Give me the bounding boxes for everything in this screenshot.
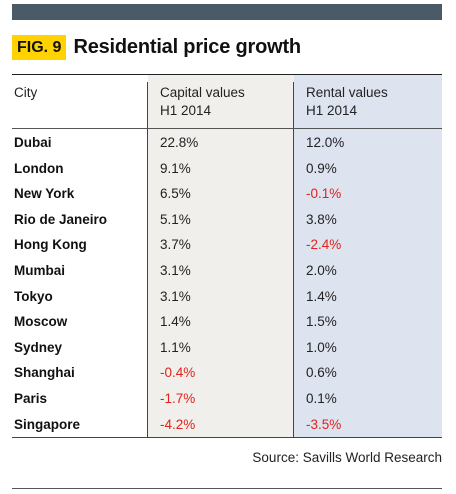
table-row: Hong Kong 3.7% -2.4% xyxy=(0,232,456,258)
row-capital-value: -0.4% xyxy=(160,365,196,381)
row-rental-value: 1.5% xyxy=(306,314,337,330)
table-row: Mumbai 3.1% 2.0% xyxy=(0,258,456,284)
row-rental-value: -2.4% xyxy=(306,237,342,253)
row-capital-value: 22.8% xyxy=(160,135,199,150)
row-rental-value: 0.9% xyxy=(306,160,337,176)
row-city: New York xyxy=(14,186,75,202)
table-row: Singapore -4.2% -3.5% xyxy=(0,412,456,438)
row-rental-value: 1.4% xyxy=(306,288,337,304)
row-capital-value: 1.1% xyxy=(160,339,191,355)
table-top-rule xyxy=(12,74,442,75)
rental-column-background xyxy=(294,75,442,437)
row-capital-value: -4.2% xyxy=(160,416,196,432)
header-rule xyxy=(12,128,442,129)
row-city: Paris xyxy=(14,391,48,406)
row-city: Dubai xyxy=(14,135,52,150)
table-row: London 9.1% 0.9% xyxy=(0,156,456,182)
figure-title: Residential price growth xyxy=(73,35,301,58)
figure-title-row: FIG. 9 Residential price growth xyxy=(12,34,301,60)
column-header-rental-line1: Rental values xyxy=(306,85,388,100)
row-capital-value: 6.5% xyxy=(160,186,191,202)
capital-column-background xyxy=(148,75,294,437)
table-row: Rio de Janeiro 5.1% 3.8% xyxy=(0,207,456,233)
row-capital-value: 3.1% xyxy=(160,288,191,304)
row-city: Hong Kong xyxy=(14,237,87,253)
row-capital-value: 1.4% xyxy=(160,314,191,330)
row-city: Mumbai xyxy=(14,263,66,278)
row-capital-value: 3.7% xyxy=(160,237,191,253)
figure-tag: FIG. 9 xyxy=(12,34,67,60)
column-header-capital-line2: H1 2014 xyxy=(160,103,212,118)
row-city: Tokyo xyxy=(14,288,53,304)
row-city: Shanghai xyxy=(14,365,75,381)
table-row: Dubai 22.8% 12.0% xyxy=(0,130,456,156)
row-capital-value: -1.7% xyxy=(160,391,196,406)
table-row: Shanghai -0.4% 0.6% xyxy=(0,360,456,386)
column-divider-capital xyxy=(147,82,148,437)
row-rental-value: 1.0% xyxy=(306,339,337,355)
row-rental-value: 12.0% xyxy=(306,135,345,150)
row-city: Singapore xyxy=(14,416,81,432)
row-rental-value: 0.1% xyxy=(306,391,337,406)
row-city: Rio de Janeiro xyxy=(14,211,108,227)
table-row: New York 6.5% -0.1% xyxy=(0,181,456,207)
header-bar xyxy=(12,4,442,20)
row-city: Sydney xyxy=(14,339,63,355)
table-row: Tokyo 3.1% 1.4% xyxy=(0,284,456,310)
row-rental-value: 3.8% xyxy=(306,211,337,227)
column-header-capital: Capital values H1 2014 xyxy=(160,84,245,120)
row-capital-value: 9.1% xyxy=(160,160,191,176)
table-row: Sydney 1.1% 1.0% xyxy=(0,335,456,361)
row-rental-value: 2.0% xyxy=(306,263,337,278)
source-note: Source: Savills World Research xyxy=(252,450,442,465)
row-capital-value: 3.1% xyxy=(160,263,191,278)
row-rental-value: -0.1% xyxy=(306,186,342,202)
column-header-capital-line1: Capital values xyxy=(160,85,245,100)
table-row: Moscow 1.4% 1.5% xyxy=(0,309,456,335)
row-rental-value: 0.6% xyxy=(306,365,337,381)
row-capital-value: 5.1% xyxy=(160,211,191,227)
row-rental-value: -3.5% xyxy=(306,416,342,432)
table-bottom-rule xyxy=(12,437,442,438)
column-header-rental: Rental values H1 2014 xyxy=(306,84,388,120)
row-city: London xyxy=(14,160,64,176)
column-header-city: City xyxy=(14,85,38,100)
row-city: Moscow xyxy=(14,314,68,330)
column-header-rental-line2: H1 2014 xyxy=(306,103,358,118)
column-divider-rental xyxy=(293,82,294,437)
figure-end-rule xyxy=(12,488,442,489)
table-row: Paris -1.7% 0.1% xyxy=(0,386,456,412)
